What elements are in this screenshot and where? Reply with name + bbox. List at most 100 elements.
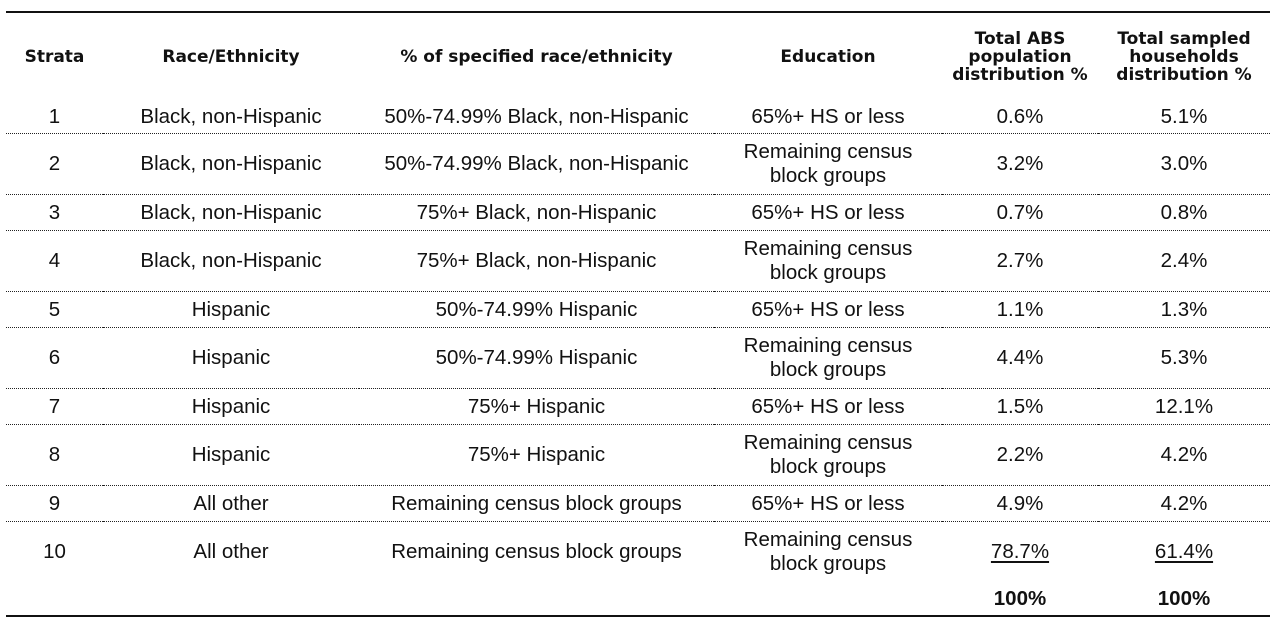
cell-education: Remaining census block groups <box>714 231 942 292</box>
cell-race: Black, non-Hispanic <box>140 200 322 224</box>
table-row: 3 Black, non-Hispanic 75%+ Black, non-Hi… <box>6 195 1270 231</box>
cell-households: 5.1% <box>1160 105 1208 128</box>
cell-education-line1: Remaining census <box>743 431 913 454</box>
cell-strata: 9 <box>48 491 61 515</box>
table-header: Strata Race/Ethnicity % of specified rac… <box>6 12 1270 101</box>
cell-education-line1: Remaining census <box>743 334 913 357</box>
table-row: 1 Black, non-Hispanic 50%-74.99% Black, … <box>6 101 1270 134</box>
cell-race: Black, non-Hispanic <box>140 249 322 272</box>
cell-pct: 50%-74.99% Hispanic <box>435 297 638 321</box>
cell-race: Hispanic <box>191 297 271 321</box>
cell-abs: 0.7% <box>996 200 1044 224</box>
cell-race: Black, non-Hispanic <box>140 105 322 128</box>
cell-education: 65%+ HS or less <box>751 105 905 128</box>
cell-households: 5.3% <box>1160 346 1208 369</box>
header-pct-race-ethnicity: % of specified race/ethnicity <box>400 47 673 67</box>
cell-race: Hispanic <box>191 394 271 418</box>
table-row: 7 Hispanic 75%+ Hispanic 65%+ HS or less… <box>6 389 1270 425</box>
header-hh-line3: distribution % <box>1116 65 1252 85</box>
cell-education-line1: Remaining census <box>743 140 913 163</box>
cell-race: Black, non-Hispanic <box>140 152 322 175</box>
strata-table-container: Strata Race/Ethnicity % of specified rac… <box>6 11 1270 617</box>
cell-education: 65%+ HS or less <box>751 297 905 321</box>
cell-education-line2: block groups <box>769 164 887 187</box>
header-education: Education <box>780 47 876 67</box>
table-row: 4 Black, non-Hispanic 75%+ Black, non-Hi… <box>6 231 1270 292</box>
cell-abs: 4.4% <box>996 346 1044 369</box>
cell-abs: 3.2% <box>996 152 1044 175</box>
cell-households: 3.0% <box>1160 152 1208 175</box>
cell-strata: 3 <box>48 200 61 224</box>
cell-households: 12.1% <box>1154 394 1214 418</box>
table-row: 10 All other Remaining census block grou… <box>6 522 1270 583</box>
cell-abs: 4.9% <box>996 491 1044 515</box>
cell-strata: 2 <box>48 152 61 175</box>
cell-pct: 50%-74.99% Hispanic <box>435 346 638 369</box>
cell-strata: 6 <box>48 346 61 369</box>
cell-abs: 2.2% <box>996 443 1044 466</box>
cell-education: Remaining census block groups <box>714 425 942 486</box>
cell-education: 65%+ HS or less <box>751 394 905 418</box>
cell-abs: 78.7% <box>942 522 1098 583</box>
cell-pct: 50%-74.99% Black, non-Hispanic <box>384 152 689 175</box>
cell-strata: 5 <box>48 297 61 321</box>
cell-abs: 1.5% <box>996 394 1044 418</box>
header-households-distribution: Total sampled households distribution % <box>1098 12 1270 101</box>
header-row: Strata Race/Ethnicity % of specified rac… <box>6 12 1270 101</box>
cell-empty <box>6 582 103 616</box>
cell-education-line2: block groups <box>769 261 887 284</box>
header-strata: Strata <box>24 47 85 67</box>
table-row: 2 Black, non-Hispanic 50%-74.99% Black, … <box>6 134 1270 195</box>
cell-strata: 8 <box>48 443 61 466</box>
header-abs-line2: population <box>968 47 1072 67</box>
cell-abs: 1.1% <box>996 297 1044 321</box>
cell-pct: 75%+ Black, non-Hispanic <box>416 200 657 224</box>
cell-pct: 75%+ Black, non-Hispanic <box>416 249 657 272</box>
cell-strata: 1 <box>48 105 61 128</box>
header-abs-line1: Total ABS <box>974 29 1066 49</box>
cell-empty <box>103 582 359 616</box>
cell-households: 4.2% <box>1160 443 1208 466</box>
cell-race: Hispanic <box>191 346 271 369</box>
table-row: 6 Hispanic 50%-74.99% Hispanic Remaining… <box>6 328 1270 389</box>
cell-education-line1: Remaining census <box>743 237 913 260</box>
cell-race: All other <box>193 540 269 563</box>
cell-pct: 50%-74.99% Black, non-Hispanic <box>384 105 689 128</box>
cell-abs: 0.6% <box>996 105 1044 128</box>
total-abs: 100% <box>993 586 1047 610</box>
cell-households: 0.8% <box>1160 200 1208 224</box>
header-race-ethnicity: Race/Ethnicity <box>162 47 300 67</box>
header-abs-distribution: Total ABS population distribution % <box>942 12 1098 101</box>
cell-pct: 75%+ Hispanic <box>467 394 606 418</box>
cell-abs-underlined: 78.7% <box>990 540 1050 563</box>
table-body: 1 Black, non-Hispanic 50%-74.99% Black, … <box>6 101 1270 616</box>
cell-households: 1.3% <box>1160 297 1208 321</box>
cell-pct: Remaining census block groups <box>391 540 682 563</box>
total-households: 100% <box>1157 586 1211 610</box>
header-hh-line2: households <box>1129 47 1239 67</box>
table-row: 5 Hispanic 50%-74.99% Hispanic 65%+ HS o… <box>6 292 1270 328</box>
cell-education: Remaining census block groups <box>714 522 942 583</box>
cell-pct: Remaining census block groups <box>391 491 682 515</box>
cell-race: Hispanic <box>191 443 271 466</box>
cell-strata: 10 <box>43 540 66 563</box>
cell-education-line2: block groups <box>769 552 887 575</box>
strata-table: Strata Race/Ethnicity % of specified rac… <box>6 11 1270 617</box>
cell-abs: 2.7% <box>996 249 1044 272</box>
cell-education: 65%+ HS or less <box>751 491 905 515</box>
cell-households-underlined: 61.4% <box>1154 540 1214 563</box>
cell-empty <box>359 582 714 616</box>
cell-education: Remaining census block groups <box>714 134 942 195</box>
cell-education-line1: Remaining census <box>743 528 913 551</box>
cell-households: 61.4% <box>1098 522 1270 583</box>
cell-empty <box>714 582 942 616</box>
header-abs-line3: distribution % <box>952 65 1088 85</box>
cell-education-line2: block groups <box>769 455 887 478</box>
total-row: 100% 100% <box>6 582 1270 616</box>
header-hh-line1: Total sampled <box>1117 29 1251 49</box>
cell-strata: 7 <box>48 394 61 418</box>
table-row: 9 All other Remaining census block group… <box>6 486 1270 522</box>
cell-education: 65%+ HS or less <box>751 200 905 224</box>
cell-education-line2: block groups <box>769 358 887 381</box>
cell-pct: 75%+ Hispanic <box>467 443 606 466</box>
